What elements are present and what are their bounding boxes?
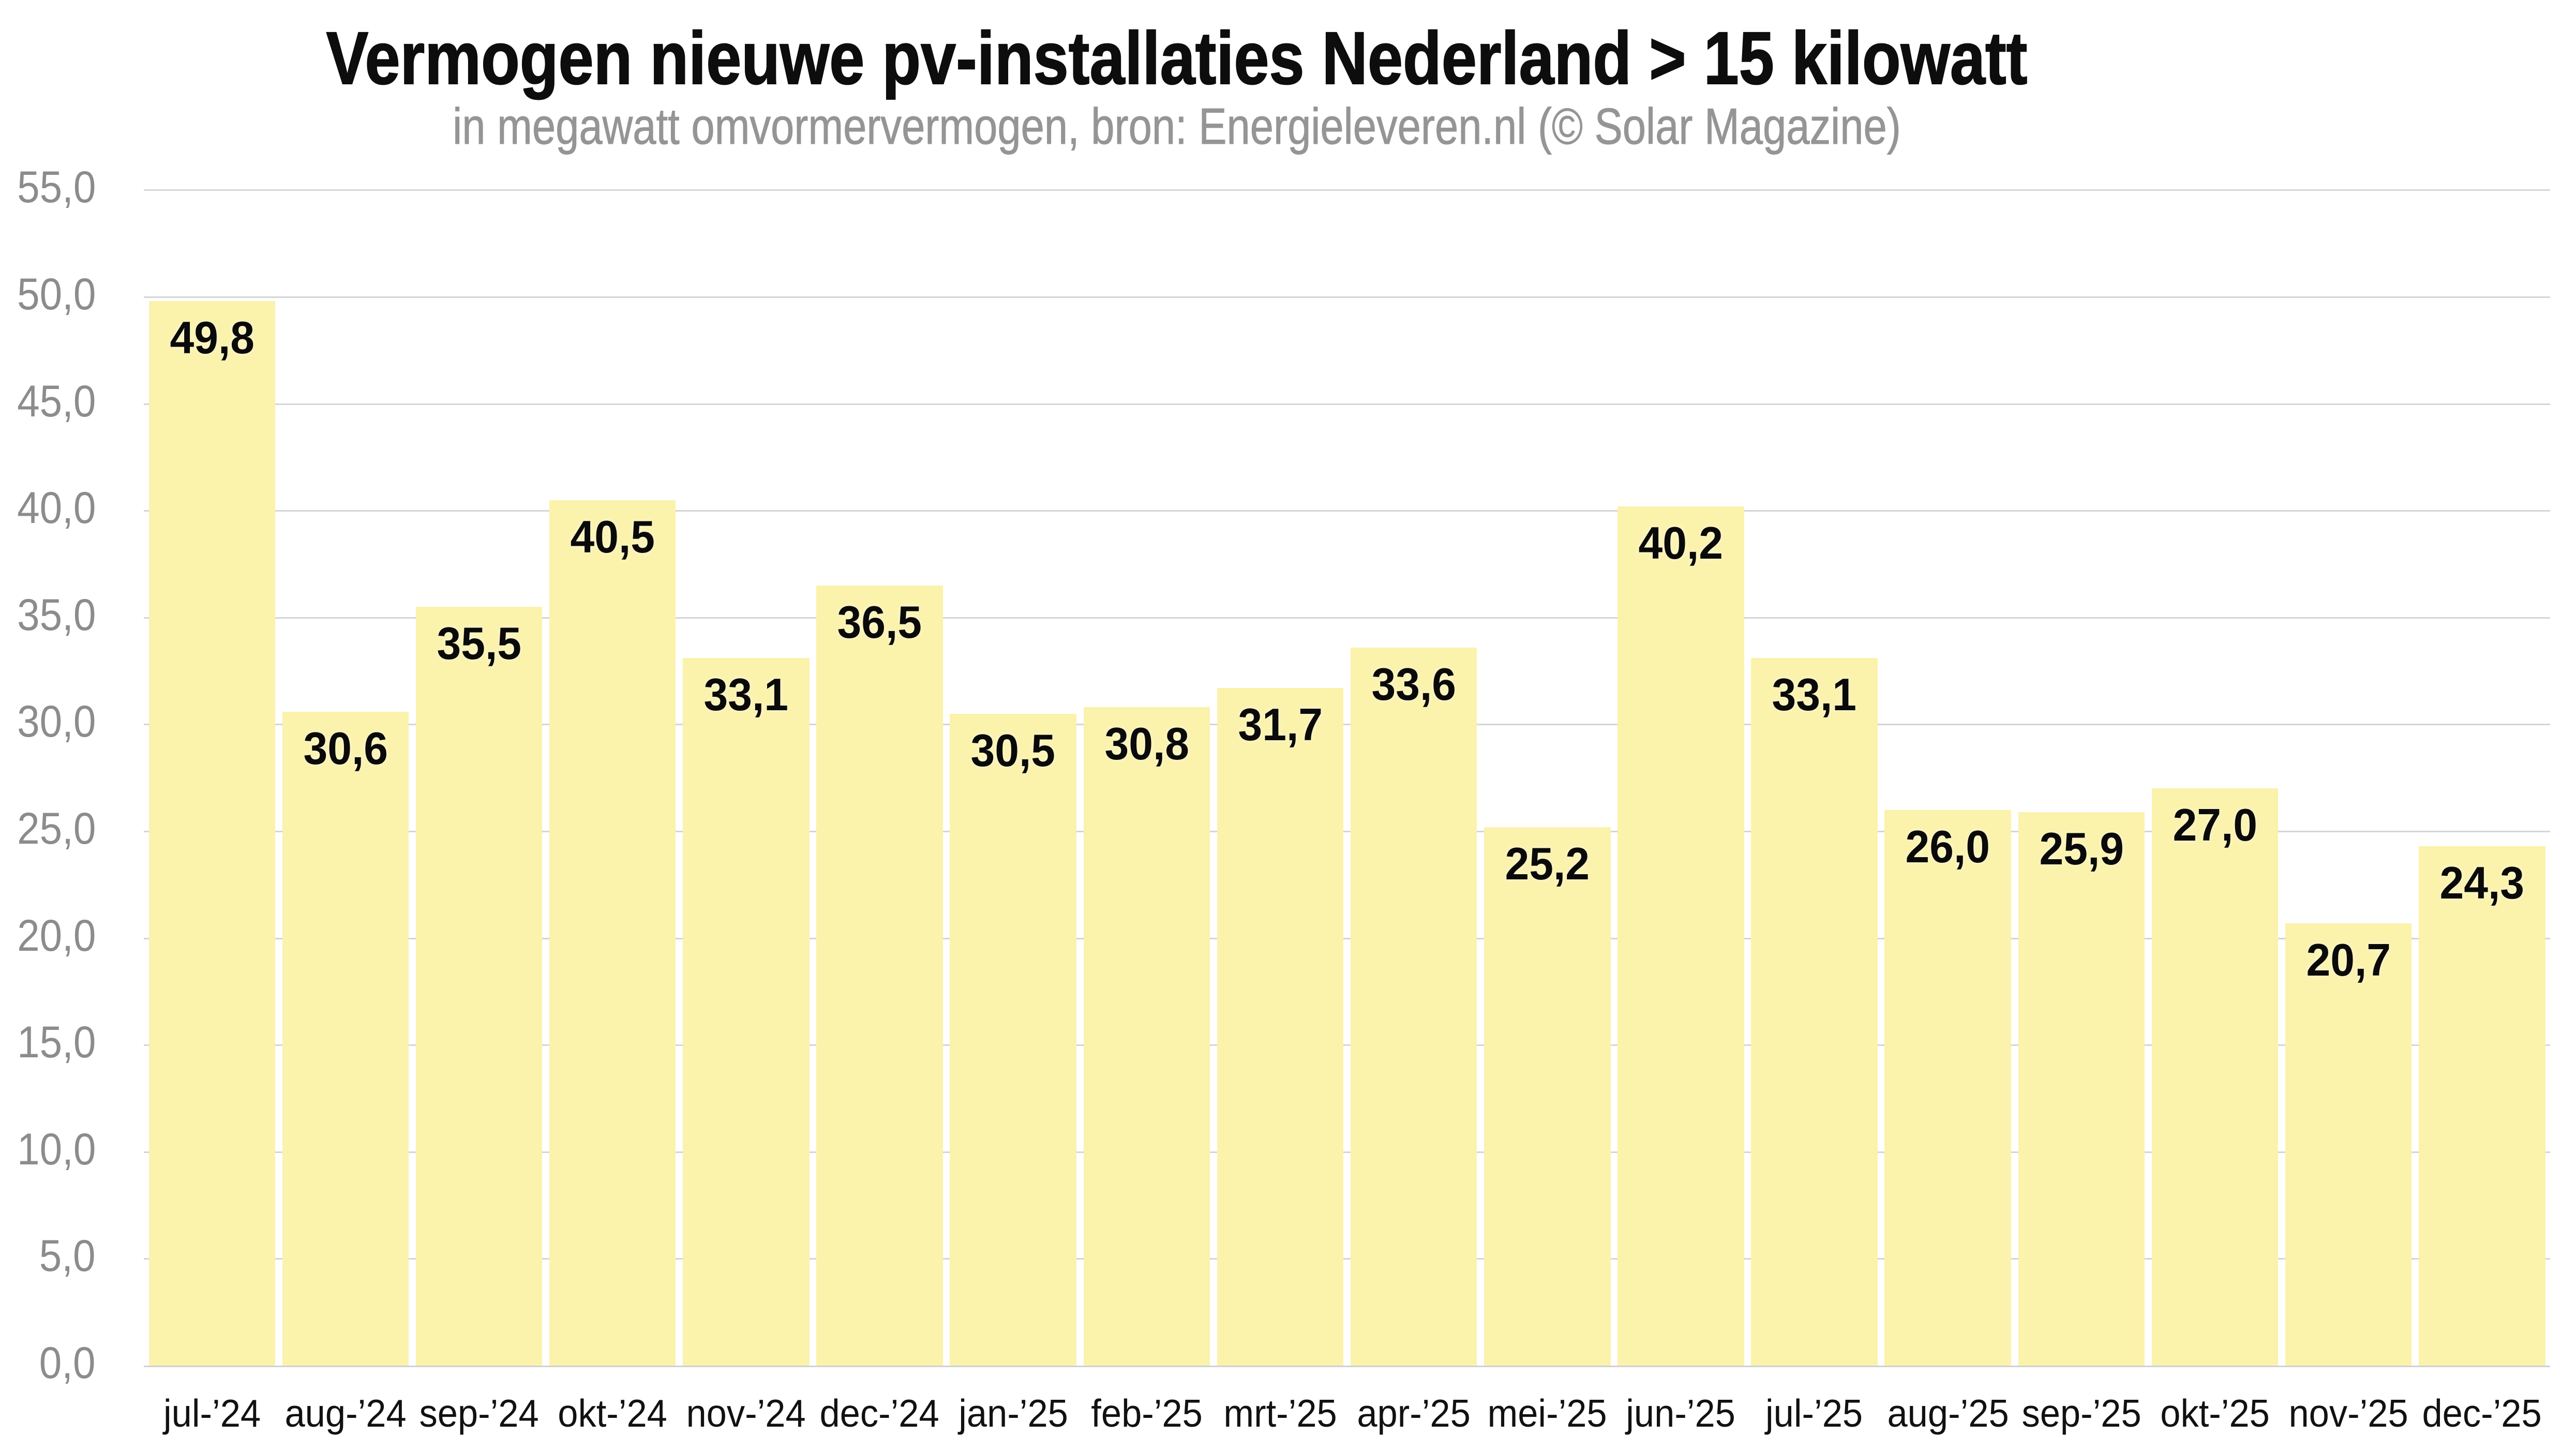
y-axis-tick-label: 55,0 bbox=[17, 162, 96, 213]
x-axis-tick-label: jul-’25 bbox=[1765, 1391, 1863, 1435]
x-axis-tick-label: mei-’25 bbox=[1487, 1391, 1607, 1435]
bar-value-label: 36,5 bbox=[837, 596, 922, 648]
y-axis-tick-label: 25,0 bbox=[17, 804, 96, 854]
x-axis-tick-label: okt-’25 bbox=[2160, 1391, 2270, 1435]
y-axis-tick-label: 0,0 bbox=[39, 1338, 96, 1388]
y-axis-tick-label: 30,0 bbox=[17, 697, 96, 747]
y-axis-tick-label: 45,0 bbox=[17, 376, 96, 426]
bar bbox=[1217, 688, 1344, 1366]
chart-header: Vermogen nieuwe pv-installaties Nederlan… bbox=[0, 21, 2354, 152]
x-axis-line bbox=[144, 1366, 2550, 1367]
bar-value-label: 49,8 bbox=[169, 312, 254, 364]
x-axis-tick-label: dec-’24 bbox=[819, 1391, 940, 1435]
x-axis-tick-label: dec-’25 bbox=[2422, 1391, 2542, 1435]
x-axis-tick-label: sep-’25 bbox=[2021, 1391, 2141, 1435]
gridline bbox=[144, 189, 2550, 191]
bar-value-label: 25,2 bbox=[1505, 837, 1590, 889]
bar bbox=[415, 607, 543, 1366]
gridline bbox=[144, 510, 2550, 512]
bar-value-label: 33,6 bbox=[1371, 658, 1456, 710]
x-axis-tick-label: aug-’25 bbox=[1887, 1391, 2009, 1435]
bar bbox=[683, 658, 810, 1366]
bar bbox=[2285, 923, 2412, 1366]
x-axis-tick-label: apr-’25 bbox=[1357, 1391, 1471, 1435]
bar-value-label: 31,7 bbox=[1238, 699, 1323, 751]
bar bbox=[816, 585, 943, 1366]
bar bbox=[148, 301, 275, 1366]
x-axis-tick-label: jan-’25 bbox=[958, 1391, 1068, 1435]
bar bbox=[1350, 647, 1477, 1366]
chart-title: Vermogen nieuwe pv-installaties Nederlan… bbox=[326, 17, 2028, 100]
y-axis-tick-label: 50,0 bbox=[17, 270, 96, 319]
bar bbox=[1484, 827, 1611, 1366]
y-axis-tick-label: 40,0 bbox=[17, 483, 96, 533]
bar-value-label: 35,5 bbox=[437, 618, 521, 669]
bar bbox=[1083, 707, 1210, 1366]
bar-value-label: 20,7 bbox=[2306, 934, 2391, 985]
bar bbox=[2419, 846, 2545, 1366]
gridline bbox=[144, 831, 2550, 832]
bar-value-label: 26,0 bbox=[1905, 820, 1990, 872]
bar-value-label: 40,2 bbox=[1638, 517, 1724, 568]
y-axis-tick-label: 20,0 bbox=[17, 910, 96, 961]
gridline bbox=[144, 1044, 2550, 1046]
bar-value-label: 24,3 bbox=[2439, 857, 2525, 908]
x-axis-tick-label: mrt-’25 bbox=[1223, 1391, 1337, 1435]
bar-value-label: 30,8 bbox=[1104, 718, 1189, 770]
x-axis-tick-label: nov-’25 bbox=[2288, 1391, 2408, 1435]
bar bbox=[2151, 788, 2279, 1366]
bar bbox=[2018, 812, 2145, 1366]
bar-value-label: 30,5 bbox=[970, 724, 1056, 776]
gridline bbox=[144, 724, 2550, 726]
bar bbox=[950, 713, 1076, 1366]
bar-value-label: 27,0 bbox=[2173, 799, 2257, 851]
bar-value-label: 30,6 bbox=[303, 722, 388, 774]
bar bbox=[549, 500, 676, 1366]
bar-value-label: 33,1 bbox=[1772, 669, 1857, 721]
bar-value-label: 25,9 bbox=[2039, 822, 2124, 874]
bar bbox=[282, 711, 409, 1366]
x-axis-tick-label: feb-’25 bbox=[1091, 1391, 1203, 1435]
y-axis-tick-label: 35,0 bbox=[17, 590, 96, 640]
bar bbox=[1884, 810, 2011, 1366]
x-axis-tick-label: sep-’24 bbox=[419, 1391, 539, 1435]
bar bbox=[1618, 506, 1744, 1366]
x-axis-tick-label: aug-’24 bbox=[284, 1391, 407, 1435]
gridline bbox=[144, 937, 2550, 939]
gridline bbox=[144, 1258, 2550, 1260]
gridline bbox=[144, 403, 2550, 405]
y-axis-tick-label: 5,0 bbox=[39, 1231, 96, 1281]
gridline bbox=[144, 617, 2550, 619]
y-axis-tick-label: 10,0 bbox=[17, 1124, 96, 1174]
x-axis-tick-label: okt-’24 bbox=[558, 1391, 667, 1435]
x-axis-tick-label: nov-’24 bbox=[686, 1391, 806, 1435]
bar-value-label: 40,5 bbox=[570, 511, 655, 562]
bar bbox=[1751, 658, 1878, 1366]
chart-subtitle: in megawatt omvormervermogen, bron: Ener… bbox=[453, 98, 1901, 155]
x-axis-tick-label: jun-’25 bbox=[1626, 1391, 1736, 1435]
y-axis-tick-label: 15,0 bbox=[17, 1017, 96, 1068]
x-axis-tick-label: jul-’24 bbox=[163, 1391, 261, 1435]
gridline bbox=[144, 1151, 2550, 1153]
bar-value-label: 33,1 bbox=[703, 669, 789, 721]
gridline bbox=[144, 296, 2550, 298]
